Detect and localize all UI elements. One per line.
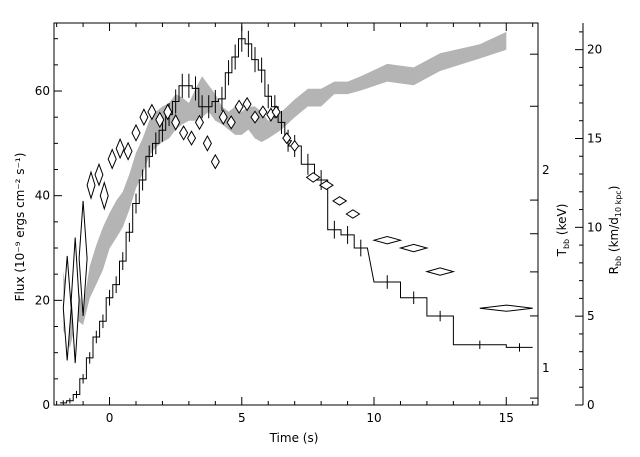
temperature-axis-label-main: T: [555, 248, 569, 257]
temperature-point: [226, 115, 236, 130]
temperature-point: [282, 132, 292, 145]
radius-axis-label-main: R: [607, 266, 621, 274]
temperature-point: [202, 134, 212, 152]
temperature-point: [139, 108, 149, 127]
temperature-point: [179, 125, 189, 141]
radius-band-layer: [63, 31, 507, 349]
temperature-axis: 12: [530, 53, 550, 399]
temperature-point: [147, 103, 157, 121]
temperature-tick-label: 2: [542, 163, 550, 177]
temperature-point: [210, 153, 220, 170]
radius-axis-label-sub: bb: [614, 256, 623, 266]
radius-axis-label-mid: (km/d: [607, 217, 621, 256]
flux-tick-label: 60: [35, 84, 50, 98]
temperature-point: [123, 141, 133, 161]
flux-tick-label: 0: [42, 398, 50, 412]
radius-axis-label-tail: ): [607, 186, 621, 191]
flux-histogram: [60, 38, 533, 404]
temperature-point: [290, 139, 300, 153]
flux-series-layer: [60, 25, 533, 406]
temperature-point: [398, 243, 429, 253]
temperature-axis-label: Tbb (keV): [555, 204, 571, 258]
x-axis-label: Time (s): [269, 431, 319, 445]
radius-tick-label: 20: [587, 43, 602, 57]
temperature-point: [62, 255, 72, 361]
temperature-point: [305, 172, 321, 183]
temperature-point: [345, 209, 361, 219]
temperature-point: [258, 105, 268, 119]
temperature-point: [99, 180, 109, 211]
radius-band: [63, 31, 507, 349]
temperature-point: [131, 123, 141, 142]
temperature-point: [171, 114, 181, 131]
temperature-point: [70, 237, 80, 364]
flux-axis-label: Flux (10⁻⁹ ergs cm⁻² s⁻¹): [13, 153, 27, 302]
radius-axis-label-sub2: 10 kpc: [614, 190, 623, 217]
temperature-point: [194, 114, 204, 131]
flux-tick-label: 40: [35, 189, 50, 203]
x-tick-label: 10: [366, 411, 381, 425]
temperature-point: [242, 96, 252, 112]
radius-axis-label: Rbb (km/d10 kpc): [607, 186, 623, 275]
temperature-point: [234, 99, 244, 114]
radius-tick-label: 5: [587, 309, 595, 323]
temperature-point: [78, 200, 88, 317]
temperature-point: [425, 267, 456, 276]
temperature-tick-label: 1: [542, 361, 550, 375]
plot-frame: [53, 22, 539, 406]
temperature-point: [107, 148, 117, 170]
x-tick-label: 0: [106, 411, 114, 425]
radius-axis: 0 5 10 15 20: [575, 23, 602, 412]
temperature-point: [115, 137, 125, 160]
temperature-point: [372, 235, 403, 245]
flux-axis: 0 20 40 60: [35, 38, 62, 412]
temperature-point: [163, 103, 173, 121]
temperature-axis-label-tail: (keV): [555, 204, 569, 239]
temperature-point: [271, 105, 281, 119]
temperature-point: [86, 170, 96, 201]
temperature-point: [218, 109, 228, 125]
x-axis: 0 5 10 15: [56, 23, 534, 425]
temperature-point: [94, 162, 104, 187]
x-tick-label: 5: [238, 411, 246, 425]
temperature-point: [155, 111, 165, 129]
temperature-axis-label-sub: bb: [562, 239, 571, 249]
radius-tick-label: 15: [587, 131, 602, 145]
temperature-point: [318, 180, 334, 190]
temperature-series-layer: [62, 96, 533, 364]
radius-tick-label: 10: [587, 220, 602, 234]
x-tick-label: 15: [499, 411, 514, 425]
temperature-point: [479, 304, 533, 312]
radius-tick-label: 0: [587, 398, 595, 412]
flux-tick-label: 20: [35, 293, 50, 307]
temperature-point: [250, 110, 260, 124]
temperature-point: [332, 196, 348, 206]
temperature-point: [187, 130, 197, 146]
